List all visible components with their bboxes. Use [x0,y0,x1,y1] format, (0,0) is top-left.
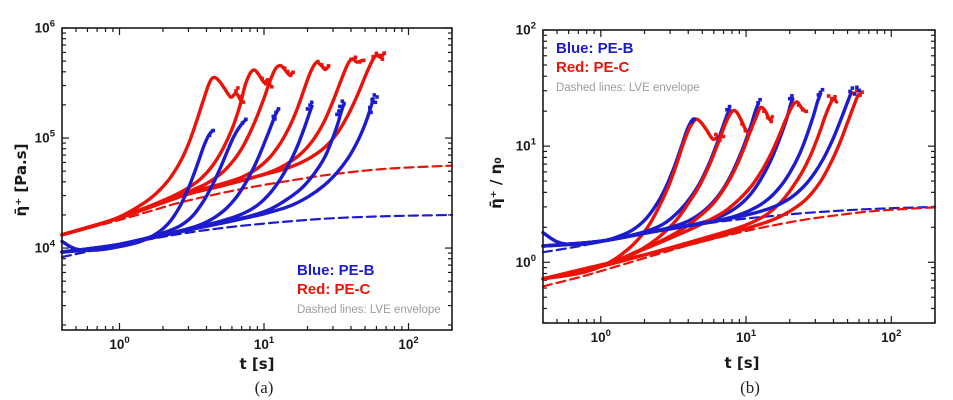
series-pe-c-rate-6 [60,52,386,237]
tick-label: 101 [516,137,537,154]
legend-b-item-pe-c: Red: PE-C [556,59,630,76]
tick-label: 100 [109,335,129,352]
tick-label: 102 [881,328,901,345]
series-pe-c-lve-envelope [60,164,454,237]
plot-border [61,27,453,331]
tick-label: 106 [35,19,55,36]
legend-b-note-lve: Dashed lines: LVE envelope [556,82,700,94]
y-axis-title-a: η̄⁺ [Pa.s] [12,143,30,217]
legend-a-note-lve: Dashed lines: LVE envelope [297,304,441,316]
series-pe-c-rate-6 [541,92,861,281]
series-pe-c-lve-envelope [541,206,937,288]
tick-label: 101 [736,328,757,345]
scatter-pe-b-noisy-tips [690,85,861,124]
legend-a-item-pe-b: Blue: PE-B [297,262,375,279]
legend-a-item-pe-c: Red: PE-C [297,281,371,298]
tick-label: 102 [398,335,418,352]
series-pe-b-lve-envelope [541,205,937,254]
y-axis-title-b: η̄⁺ / η₀ [487,157,505,209]
series-pe-b-lve-envelope [60,213,454,259]
legend-a: Blue: PE-B Red: PE-C Dashed lines: LVE e… [297,261,441,317]
series-pe-b-rate-6 [541,90,853,248]
tick-label: 101 [254,335,275,352]
tick-label: 102 [516,21,536,38]
series-pe-c-rate-4 [60,60,331,237]
scatter-pe-b-noisy-tips [207,93,379,137]
chart-b-canvas: 100 101 102 100 101 102 [516,21,937,345]
series-pe-b-rate-6 [60,96,375,254]
legend-b-item-pe-b: Blue: PE-B [556,40,634,57]
panel-a: 100 101 102 104 105 106 η̄⁺ [Pa.s] t [s] Blue… [12,19,454,397]
series-pe-c-rate-1 [60,75,243,237]
panel-b: 100 101 102 100 101 102 η̄⁺ / η₀ t [s] Blue: … [480,0,953,400]
scatter-pe-c-noisy-tips [234,51,387,104]
series-pe-c-rate-4 [541,100,807,281]
tick-label: 104 [35,239,56,256]
tick-label: 105 [35,129,56,146]
x-axis-title-b: t [s] [724,354,760,372]
x-axis-title-a: t [s] [239,355,275,373]
chart-a-canvas: 100 101 102 104 105 106 [35,19,454,352]
caption-b: (b) [740,378,760,397]
tick-label: 100 [516,253,536,270]
tick-label: 100 [591,328,611,345]
legend-b: Blue: PE-B Red: PE-C Dashed lines: LVE e… [556,39,700,95]
series-pe-c-rate-5 [60,57,365,237]
plot-border [542,29,936,324]
caption-a: (a) [254,378,274,397]
